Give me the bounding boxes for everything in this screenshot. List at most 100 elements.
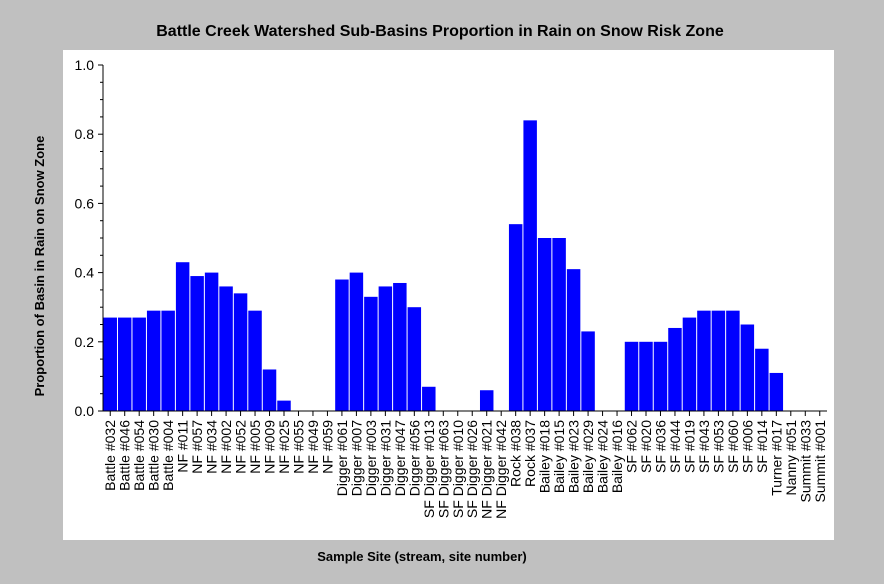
- y-tick-label: 0.8: [75, 126, 95, 142]
- bar: [378, 286, 393, 411]
- x-category-label: NF #034: [204, 420, 220, 474]
- x-category-label: SF #036: [652, 420, 668, 473]
- bar: [335, 279, 349, 411]
- x-category-label: Bailey #018: [537, 420, 553, 493]
- bar: [132, 317, 146, 411]
- bars-layer: [103, 120, 784, 412]
- x-category-label: NF #055: [290, 420, 306, 474]
- bar: [769, 372, 784, 411]
- bar: [740, 324, 755, 411]
- bar: [190, 276, 204, 411]
- bar: [103, 317, 117, 411]
- bar: [697, 310, 711, 411]
- x-category-label: Digger #007: [348, 420, 364, 496]
- y-tick-label: 1.0: [75, 57, 95, 73]
- bar: [407, 307, 422, 411]
- x-category-label: Digger #061: [334, 420, 350, 496]
- x-category-label: NF #005: [247, 420, 263, 474]
- x-category-label: Digger #056: [406, 420, 422, 496]
- x-category-label: Bailey #016: [609, 420, 625, 493]
- x-category-label: Digger #031: [377, 420, 393, 496]
- chart-title: Battle Creek Watershed Sub-Basins Propor…: [156, 23, 724, 40]
- x-category-label: Nanny #051: [783, 420, 799, 496]
- x-category-label: Bailey #029: [580, 420, 596, 493]
- bar: [277, 400, 291, 411]
- bar: [566, 269, 581, 411]
- x-category-label: SF #044: [667, 420, 683, 473]
- x-category-label: SF #043: [696, 420, 712, 473]
- x-category-label: Digger #047: [392, 420, 408, 496]
- x-axis-label: Sample Site (stream, site number): [317, 549, 527, 564]
- x-category-label: Bailey #024: [595, 420, 611, 493]
- bar: [523, 120, 537, 412]
- y-ticks: 0.0 0.2 0.4 0.6 0.8 1.0: [75, 57, 103, 419]
- bar: [422, 386, 436, 411]
- bar: [552, 238, 566, 411]
- y-axis-label: Proportion of Basin in Rain on Snow Zone: [32, 136, 47, 397]
- bar: [624, 341, 639, 411]
- bar: [537, 238, 552, 411]
- x-category-label: Digger #003: [363, 420, 379, 496]
- x-category-label: Turner #017: [768, 420, 784, 496]
- x-category-label: Rock #037: [522, 420, 538, 487]
- x-category-label: SF Digger #013: [421, 420, 437, 518]
- bar: [117, 317, 132, 411]
- bar: [175, 262, 190, 411]
- x-category-label: NF Digger #021: [479, 420, 495, 519]
- x-category-label: SF Digger #026: [464, 420, 480, 518]
- y-tick-label: 0.2: [75, 334, 95, 350]
- x-category-label: SF #020: [638, 420, 654, 473]
- x-category-label: Battle #046: [117, 420, 133, 491]
- x-category-label: NF #049: [305, 420, 321, 474]
- x-category-label: Battle #032: [102, 420, 118, 491]
- x-category-label: SF Digger #010: [450, 420, 466, 518]
- x-category-label: SF #014: [754, 420, 770, 473]
- bar: [204, 272, 219, 411]
- bar: [581, 331, 595, 411]
- x-category-label: NF #002: [218, 420, 234, 474]
- x-category-label: Bailey #023: [566, 420, 582, 493]
- bar: [262, 369, 277, 411]
- x-category-label: SF #060: [725, 420, 741, 473]
- bar: [161, 310, 175, 411]
- bar: [146, 310, 161, 411]
- bar: [682, 317, 697, 411]
- x-category-label: SF #053: [710, 420, 726, 473]
- x-category-label: NF #057: [189, 420, 205, 474]
- bar: [233, 293, 248, 411]
- bar: [508, 224, 523, 411]
- x-category-label: Bailey #015: [551, 420, 567, 493]
- bar: [479, 390, 494, 411]
- x-category-label: Battle #004: [160, 420, 176, 491]
- x-category-label: Summit #001: [812, 420, 828, 503]
- y-tick-label: 0.0: [75, 403, 95, 419]
- y-tick-label: 0.6: [75, 195, 95, 211]
- x-category-label: NF #059: [319, 420, 335, 474]
- x-category-label: SF #006: [739, 420, 755, 473]
- bar: [364, 296, 378, 411]
- bar: [248, 310, 262, 411]
- x-category-label: SF Digger #063: [435, 420, 451, 518]
- x-category-label: SF #019: [681, 420, 697, 473]
- x-category-label: NF #009: [262, 420, 278, 474]
- x-category-label: NF #052: [233, 420, 249, 474]
- bar: [668, 327, 682, 411]
- x-category-label: Rock #038: [508, 420, 524, 487]
- bar: [393, 282, 407, 411]
- x-category-label: Battle #054: [131, 420, 147, 491]
- y-tick-label: 0.4: [75, 265, 95, 281]
- x-category-label: NF Digger #042: [493, 420, 509, 519]
- bar: [755, 348, 769, 411]
- bar: [219, 286, 233, 411]
- bar: [726, 310, 740, 411]
- bar: [711, 310, 726, 411]
- x-category-label: Battle #030: [146, 420, 162, 491]
- x-category-label: SF #062: [624, 420, 640, 473]
- bar: [349, 272, 364, 411]
- bar: [653, 341, 668, 411]
- x-category-label: NF #025: [276, 420, 292, 474]
- bar: [639, 341, 653, 411]
- x-category-label: NF #011: [175, 420, 191, 473]
